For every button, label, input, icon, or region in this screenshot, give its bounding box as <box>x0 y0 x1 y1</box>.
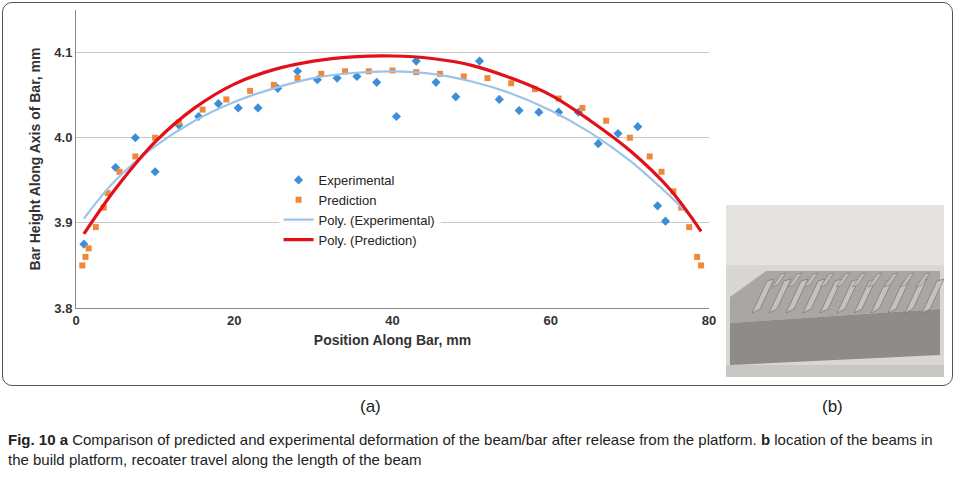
svg-text:Bar Height Along Axis of Bar,: Bar Height Along Axis of Bar, mm <box>27 48 43 271</box>
svg-text:Prediction: Prediction <box>319 193 377 208</box>
svg-text:40: 40 <box>385 313 399 328</box>
svg-text:4.0: 4.0 <box>54 130 72 145</box>
html-text:(b): (b) <box>822 397 843 416</box>
svg-text:20: 20 <box>227 313 241 328</box>
svg-text:Position Along Bar, mm: Position Along Bar, mm <box>314 332 471 348</box>
html-text:(a): (a) <box>360 397 381 416</box>
svg-text:0: 0 <box>72 313 79 328</box>
svg-text:3.9: 3.9 <box>54 215 72 230</box>
svg-text:80: 80 <box>702 313 716 328</box>
svg-text:Poly. (Experimental): Poly. (Experimental) <box>319 213 435 228</box>
svg-text:60: 60 <box>544 313 558 328</box>
svg-text:3.8: 3.8 <box>54 301 72 316</box>
html-text:Fig. 10 a Comparison of predic: Fig. 10 a Comparison of predicted and ex… <box>8 431 933 468</box>
svg-text:4.1: 4.1 <box>54 45 72 60</box>
svg-text:Experimental: Experimental <box>319 173 395 188</box>
svg-text:Poly. (Prediction): Poly. (Prediction) <box>319 233 417 248</box>
